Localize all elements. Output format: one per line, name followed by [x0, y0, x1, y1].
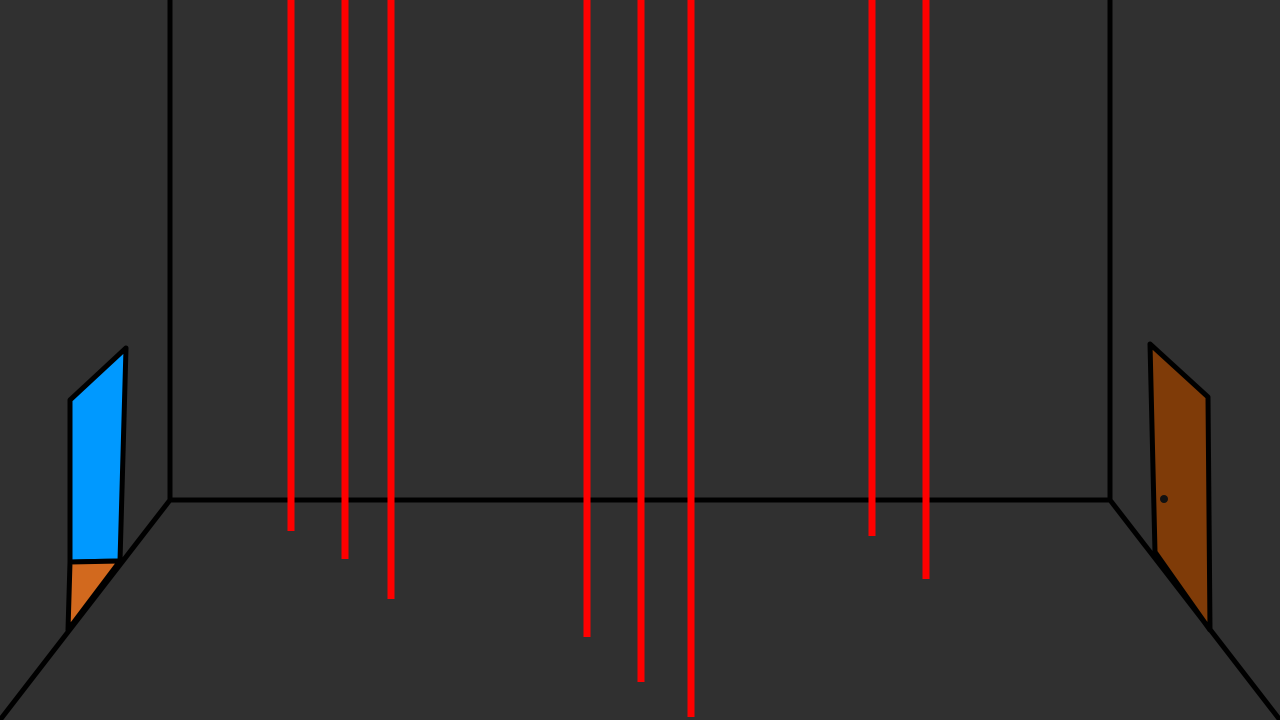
portal-frame: [65, 558, 123, 633]
door-panel[interactable]: [1147, 341, 1213, 633]
right-door[interactable]: [1147, 341, 1213, 633]
laser-beams: [287, 0, 930, 717]
door-knob-icon[interactable]: [1160, 495, 1168, 503]
left-portal[interactable]: [65, 345, 129, 633]
